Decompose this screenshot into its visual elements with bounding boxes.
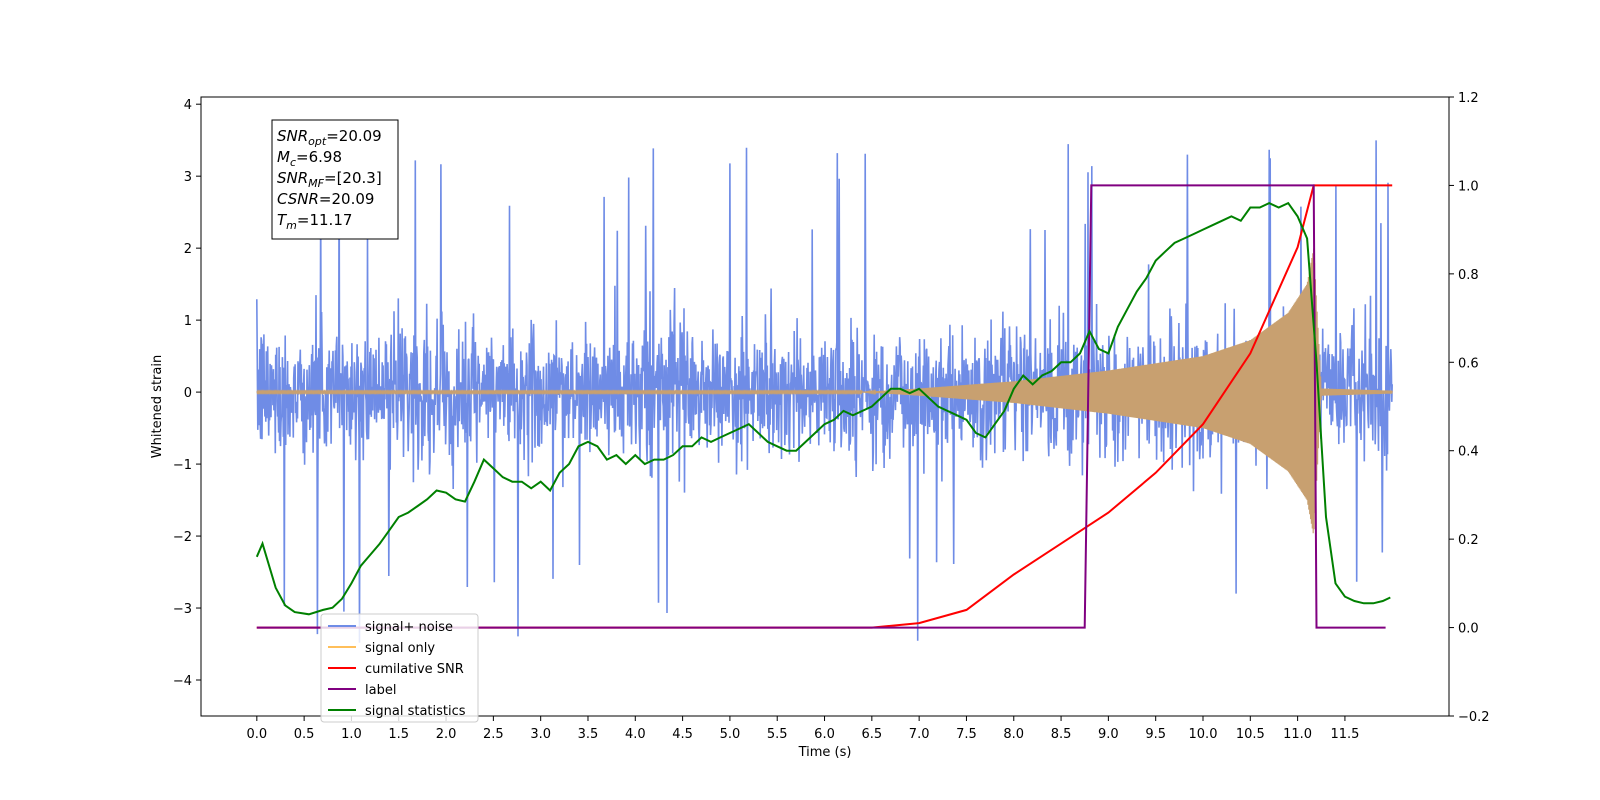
series-signal-only xyxy=(256,248,1393,534)
series-signal-statistics xyxy=(255,201,1391,616)
legend-label: label xyxy=(365,683,396,698)
x-tick-label: 5.5 xyxy=(767,727,788,742)
annotation-frame xyxy=(271,119,399,240)
annotation-line: SNRMF=[20.3] xyxy=(277,169,382,190)
x-tick-label: 7.5 xyxy=(956,727,977,742)
x-tick-label: 1.0 xyxy=(341,727,362,742)
x-tick-label: 9.5 xyxy=(1145,727,1166,742)
series-cumilative-snr xyxy=(256,184,1393,629)
x-tick-label: 8.0 xyxy=(1003,727,1024,742)
x-tick-label: 4.5 xyxy=(672,727,693,742)
x-tick-label: 0.5 xyxy=(294,727,315,742)
legend-frame xyxy=(320,613,479,723)
y-left-tick-label: −1 xyxy=(173,458,192,473)
x-tick-label: 11.0 xyxy=(1283,727,1312,742)
axes: 0.0 0.5 1.0 1.5 2.0 2.5 3.0 3.5 4.0 4.5 5.0 5.5 6.0 6… xyxy=(150,91,1490,760)
x-tick-label: 11.5 xyxy=(1330,727,1359,742)
annotation-box: SNRopt=20.09Mc=6.98SNRMF=[20.3]CSNR=20.0… xyxy=(271,119,399,240)
x-tick-label: 3.5 xyxy=(578,727,599,742)
y-right-tick-label: 1.2 xyxy=(1458,91,1479,106)
y-right-tick-label: 0.8 xyxy=(1458,268,1479,283)
x-tick-label: 9.0 xyxy=(1098,727,1119,742)
legend-label: cumilative SNR xyxy=(365,662,464,677)
x-tick-label: 8.5 xyxy=(1051,727,1072,742)
x-tick-label: 6.5 xyxy=(861,727,882,742)
y-left-tick-label: 1 xyxy=(184,314,192,329)
annotation-line: Tm=11.17 xyxy=(277,211,352,232)
x-tick-label: 0.0 xyxy=(246,727,267,742)
series-signal-noise xyxy=(256,140,1393,643)
x-tick-label: 10.0 xyxy=(1189,727,1218,742)
annotation-line: CSNR=20.09 xyxy=(277,190,374,208)
x-tick-label: 10.5 xyxy=(1236,727,1265,742)
plot-area xyxy=(255,140,1393,643)
annotation-line: SNRopt=20.09 xyxy=(277,127,382,148)
legend-label: signal+ noise xyxy=(365,620,453,635)
y-right-tick-label: 0.0 xyxy=(1458,622,1479,637)
x-tick-label: 2.0 xyxy=(436,727,457,742)
legend-label: signal statistics xyxy=(365,704,466,719)
y-left-tick-label: 0 xyxy=(184,386,192,401)
legend: signal+ noise signal only cumilative SNR la… xyxy=(320,613,479,723)
series-label xyxy=(256,184,1386,629)
y-right-tick-label: 0.4 xyxy=(1458,445,1479,460)
x-tick-label: 6.0 xyxy=(814,727,835,742)
y-right-tick-label: 1.0 xyxy=(1458,179,1479,194)
y-left-tick-label: 2 xyxy=(184,242,192,257)
x-tick-label: 1.5 xyxy=(388,727,409,742)
x-tick-label: 7.0 xyxy=(909,727,930,742)
y-right-tick-label: −0.2 xyxy=(1458,710,1490,725)
y-axis-label: Whitened strain xyxy=(150,355,165,458)
y-left-tick-label: 3 xyxy=(184,170,192,185)
x-tick-label: 5.0 xyxy=(720,727,741,742)
x-tick-label: 4.0 xyxy=(625,727,646,742)
annotation-line: Mc=6.98 xyxy=(277,148,342,169)
y-right-tick-label: 0.2 xyxy=(1458,533,1479,548)
legend-label: signal only xyxy=(365,641,435,656)
y-left-tick-label: −3 xyxy=(173,602,192,617)
y-left-tick-label: 4 xyxy=(184,98,192,113)
y-left-tick-label: −2 xyxy=(173,530,192,545)
y-right-tick-label: 0.6 xyxy=(1458,356,1479,371)
y-left-tick-label: −4 xyxy=(173,674,192,689)
x-tick-label: 3.0 xyxy=(530,727,551,742)
x-axis-label: Time (s) xyxy=(798,745,852,760)
x-tick-label: 2.5 xyxy=(483,727,504,742)
